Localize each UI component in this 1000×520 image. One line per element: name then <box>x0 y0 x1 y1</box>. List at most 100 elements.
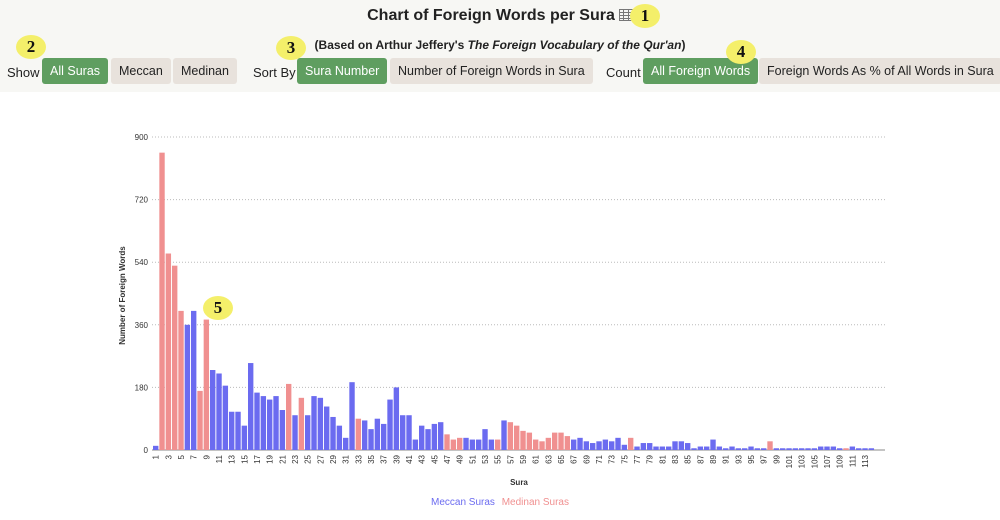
bar-sura-9 <box>203 319 210 450</box>
x-tick-label: 79 <box>646 454 655 463</box>
x-tick-label: 77 <box>633 454 642 463</box>
x-tick-label: 59 <box>519 454 528 463</box>
count-percent-button[interactable]: Foreign Words As % of All Words in Sura <box>759 58 1000 84</box>
bar-sura-71 <box>596 441 602 450</box>
bar-sura-8 <box>197 390 203 450</box>
annotation-badge-5: 5 <box>203 296 233 320</box>
y-tick-label: 360 <box>135 321 149 330</box>
bar-sura-86 <box>691 448 697 450</box>
bar-sura-4 <box>172 265 178 450</box>
bar-sura-100 <box>780 448 786 450</box>
bar-sura-78 <box>640 443 647 450</box>
bar-sura-59 <box>520 430 526 450</box>
y-tick-label: 540 <box>135 258 149 267</box>
bar-sura-101 <box>786 448 792 450</box>
x-tick-label: 41 <box>405 454 414 463</box>
bar-sura-38 <box>387 399 393 450</box>
bar-sura-53 <box>482 429 488 450</box>
bar-sura-21 <box>279 410 286 450</box>
x-tick-label: 43 <box>418 454 427 463</box>
bar-sura-82 <box>666 446 672 450</box>
x-tick-label: 95 <box>747 454 756 463</box>
bar-sura-11 <box>216 373 222 450</box>
x-tick-label: 5 <box>177 454 186 459</box>
bar-sura-112 <box>856 448 862 450</box>
x-tick-label: 75 <box>620 454 629 463</box>
bar-sura-51 <box>469 439 476 450</box>
show-meccan-button[interactable]: Meccan <box>111 58 171 84</box>
bar-sura-88 <box>704 446 710 450</box>
bar-sura-94 <box>742 448 748 450</box>
bar-sura-7 <box>191 310 197 450</box>
x-tick-label: 9 <box>202 454 211 459</box>
sort-foreign-count-button[interactable]: Number of Foreign Words in Sura <box>390 58 593 84</box>
bar-sura-45 <box>431 423 438 450</box>
show-all-suras-button[interactable]: All Suras <box>42 58 109 84</box>
bar-sura-58 <box>514 425 520 450</box>
x-tick-label: 57 <box>506 454 515 463</box>
bar-sura-76 <box>628 437 634 450</box>
x-tick-label: 105 <box>810 454 819 468</box>
bar-sura-64 <box>552 432 558 450</box>
page-title: Chart of Foreign Words per Sura <box>0 7 1000 25</box>
x-tick-label: 51 <box>468 454 477 463</box>
x-tick-label: 91 <box>722 454 731 463</box>
bar-sura-14 <box>235 411 241 450</box>
x-tick-label: 37 <box>380 454 389 463</box>
x-tick-label: 63 <box>544 454 553 463</box>
bar-sura-28 <box>324 406 330 450</box>
x-tick-label: 19 <box>266 454 275 463</box>
bar-sura-70 <box>590 443 596 450</box>
bar-sura-16 <box>248 363 254 450</box>
x-tick-label: 3 <box>164 454 173 459</box>
x-tick-label: 65 <box>557 454 566 463</box>
legend-medinan[interactable]: Medinan Suras <box>501 497 569 508</box>
bar-sura-102 <box>792 448 799 450</box>
bar-sura-60 <box>526 432 533 450</box>
x-tick-label: 71 <box>595 454 604 463</box>
sort-sura-number-button[interactable]: Sura Number <box>297 58 388 84</box>
y-axis-title: Number of Foreign Words <box>118 246 127 345</box>
legend-meccan[interactable]: Meccan Suras <box>431 497 495 508</box>
bar-sura-20 <box>273 396 279 450</box>
x-tick-label: 15 <box>240 454 249 463</box>
book-title: The Foreign Vocabulary of the Qur'an <box>467 38 682 52</box>
sort-by-label: Sort By <box>253 65 296 80</box>
bar-sura-114 <box>868 448 875 450</box>
bar-sura-48 <box>450 439 457 450</box>
x-tick-label: 67 <box>570 454 579 463</box>
bar-sura-93 <box>735 448 742 450</box>
bar-sura-65 <box>558 432 564 450</box>
bar-sura-61 <box>533 439 539 450</box>
bar-sura-75 <box>621 444 628 450</box>
bar-sura-113 <box>862 448 868 450</box>
x-tick-label: 73 <box>608 454 617 463</box>
x-tick-label: 7 <box>190 454 199 459</box>
y-tick-label: 0 <box>144 446 149 455</box>
bar-sura-97 <box>761 448 767 450</box>
x-tick-label: 99 <box>772 454 781 463</box>
bar-sura-50 <box>463 437 469 450</box>
bar-sura-90 <box>716 446 723 450</box>
bar-sura-6 <box>184 324 191 450</box>
bar-sura-103 <box>799 448 805 450</box>
bar-sura-23 <box>292 415 298 450</box>
bar-sura-98 <box>767 441 773 450</box>
bar-sura-41 <box>406 415 412 450</box>
bar-sura-63 <box>545 437 552 450</box>
bar-sura-109 <box>837 448 843 450</box>
bar-sura-81 <box>659 446 666 450</box>
table-grid-icon[interactable] <box>618 9 633 21</box>
bar-sura-110 <box>843 448 849 450</box>
bar-sura-17 <box>254 392 260 450</box>
x-tick-label: 53 <box>481 454 490 463</box>
bar-sura-57 <box>507 422 514 450</box>
bar-sura-62 <box>539 441 545 450</box>
bar-sura-77 <box>634 446 640 450</box>
x-axis-title: Sura <box>510 478 528 487</box>
x-tick-label: 83 <box>671 454 680 463</box>
y-tick-label: 720 <box>135 196 149 205</box>
bar-sura-37 <box>381 423 387 450</box>
bar-sura-91 <box>723 448 729 450</box>
show-medinan-button[interactable]: Medinan <box>173 58 237 84</box>
